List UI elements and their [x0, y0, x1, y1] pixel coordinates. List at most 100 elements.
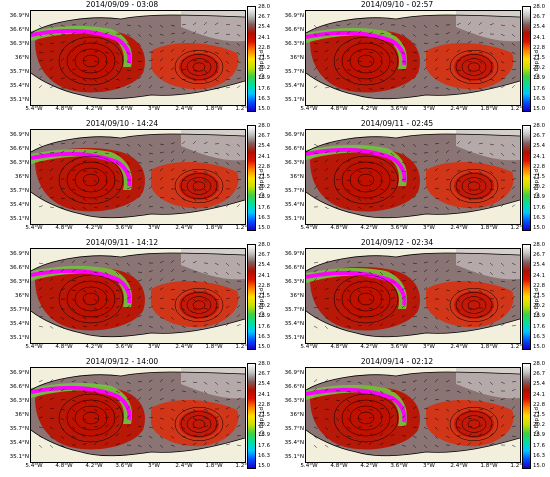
sea-temperature-field	[306, 249, 520, 338]
longitude-tick-label: 2.4°W	[175, 344, 193, 350]
sst-map	[30, 129, 246, 225]
colorbar-tick-label: 18.9	[258, 313, 271, 320]
colorbar-tick-label: 26.7	[533, 133, 546, 140]
latitude-tick-label: 36°N	[289, 293, 304, 299]
longitude-tick-label: 4.2°W	[85, 106, 103, 112]
colorbar-tick-label: 15.0	[258, 344, 271, 350]
colorbar-unit-label: pT [deg C]	[533, 50, 539, 80]
longitude-tick-label: 4.8°W	[55, 106, 73, 112]
colorbar	[247, 6, 256, 112]
panel-title: 2014/09/10 - 02:57	[360, 0, 434, 9]
sst-map	[30, 10, 246, 106]
colorbar-tick-label: 21.5	[258, 293, 271, 299]
colorbar-unit-label: pT [deg C]	[258, 288, 264, 318]
longitude-tick-label: 4.2°W	[85, 344, 103, 350]
colorbar-tick-label: 26.7	[258, 14, 271, 21]
colorbar-tick-label: 21.5	[533, 55, 546, 61]
latitude-tick-label: 36.3°N	[284, 160, 304, 166]
latitude-tick-label: 35.7°N	[284, 307, 304, 313]
map-panel: 2014/09/11 - 02:45 36.9°N 36.6°N 36.3°N 36°N…	[275, 119, 550, 238]
colorbar-tick-label: 20.2	[258, 422, 271, 429]
colorbar-tick-label: 24.1	[533, 272, 546, 279]
longitude-tick-label: 4.2°W	[360, 344, 378, 350]
sea-temperature-field	[31, 130, 245, 219]
front-line	[306, 387, 407, 423]
latitude-tick-label: 35.4°N	[284, 321, 304, 327]
longitude-tick-label: 1.2°W	[510, 463, 528, 469]
latitude-tick-label: 35.1°N	[284, 454, 304, 460]
front-line	[31, 268, 132, 304]
longitude-tick-label: 3.6°W	[115, 344, 133, 350]
latitude-tick-label: 36°N	[14, 55, 29, 61]
colorbar-tick-label: 22.8	[258, 401, 271, 408]
colorbar-tick-label: 16.3	[533, 333, 546, 340]
longitude-tick-label: 5.4°W	[300, 463, 318, 469]
colorbar	[522, 6, 531, 112]
colorbar-tick-label: 18.9	[258, 432, 271, 439]
colorbar-tick-label: 20.2	[533, 65, 546, 72]
colorbar-tick-label: 18.9	[533, 432, 546, 439]
longitude-tick-label: 2.4°W	[175, 225, 193, 231]
latitude-tick-label: 35.1°N	[284, 216, 304, 222]
latitude-tick-label: 35.4°N	[284, 83, 304, 89]
longitude-tick-label: 5.4°W	[300, 106, 318, 112]
panel-title: 2014/09/12 - 02:34	[360, 238, 434, 247]
longitude-tick-label: 3°W	[148, 106, 160, 112]
latitude-tick-label: 36.9°N	[284, 13, 304, 19]
latitude-tick-label: 36.6°N	[9, 265, 29, 271]
colorbar-tick-label: 18.9	[258, 75, 271, 82]
colorbar-tick-label: 17.6	[533, 204, 546, 211]
latitude-tick-label: 35.7°N	[284, 69, 304, 75]
colorbar-tick-label: 15.0	[533, 225, 546, 231]
colorbar-tick-label: 18.9	[533, 194, 546, 201]
colorbar-unit-label: pT [deg C]	[258, 407, 264, 437]
latitude-tick-label: 36.9°N	[9, 251, 29, 257]
colorbar-unit-label: pT [deg C]	[533, 169, 539, 199]
colorbar-tick-label: 21.5	[533, 412, 546, 418]
latitude-tick-label: 35.7°N	[9, 188, 29, 194]
colorbar-tick-label: 15.0	[258, 225, 271, 231]
front-line	[306, 270, 407, 306]
sst-map	[305, 248, 521, 344]
colorbar-unit-label: pT [deg C]	[258, 169, 264, 199]
latitude-tick-label: 35.4°N	[9, 202, 29, 208]
longitude-tick-label: 2.4°W	[450, 106, 468, 112]
latitude-tick-label: 36.6°N	[284, 146, 304, 152]
latitude-tick-label: 36.9°N	[284, 251, 304, 257]
colorbar-tick-label: 22.8	[258, 282, 271, 289]
latitude-tick-label: 35.1°N	[9, 97, 29, 103]
colorbar-tick-label: 28.0	[533, 242, 546, 248]
latitude-tick-label: 36.9°N	[9, 13, 29, 19]
longitude-tick-label: 1.8°W	[480, 106, 498, 112]
front-line	[306, 30, 407, 66]
longitude-tick-label: 4.8°W	[330, 344, 348, 350]
colorbar-unit-label: pT [deg C]	[533, 407, 539, 437]
longitude-tick-label: 1.2°W	[235, 463, 253, 469]
colorbar-unit-label: pT [deg C]	[533, 288, 539, 318]
colorbar-tick-label: 15.0	[533, 463, 546, 469]
longitude-tick-label: 4.2°W	[85, 463, 103, 469]
latitude-tick-label: 36°N	[14, 412, 29, 418]
colorbar	[522, 125, 531, 231]
longitude-tick-label: 2.4°W	[450, 225, 468, 231]
colorbar-tick-label: 20.2	[258, 65, 271, 72]
colorbar-tick-label: 24.1	[258, 272, 271, 279]
longitude-tick-label: 1.8°W	[480, 225, 498, 231]
panel-title: 2014/09/10 - 14:24	[85, 119, 159, 128]
panel-title: 2014/09/12 - 14:00	[85, 357, 159, 366]
latitude-tick-label: 36°N	[289, 412, 304, 418]
colorbar-tick-label: 16.3	[533, 452, 546, 459]
sea-temperature-field	[306, 11, 520, 100]
longitude-tick-label: 4.8°W	[330, 463, 348, 469]
map-panel: 2014/09/09 - 03:08 36.9°N 36.6°N 36.3°N 36°N…	[0, 0, 275, 119]
latitude-tick-label: 35.7°N	[284, 188, 304, 194]
longitude-tick-label: 5.4°W	[300, 225, 318, 231]
colorbar	[247, 363, 256, 469]
panel-title: 2014/09/09 - 03:08	[85, 0, 159, 9]
colorbar-tick-label: 24.1	[258, 153, 271, 160]
colorbar-tick-label: 24.1	[258, 34, 271, 41]
colorbar-tick-label: 15.0	[533, 106, 546, 112]
colorbar-tick-label: 21.5	[258, 55, 271, 61]
map-panel: 2014/09/10 - 14:24 36.9°N 36.6°N 36.3°N 36°N…	[0, 119, 275, 238]
longitude-tick-label: 4.8°W	[330, 225, 348, 231]
